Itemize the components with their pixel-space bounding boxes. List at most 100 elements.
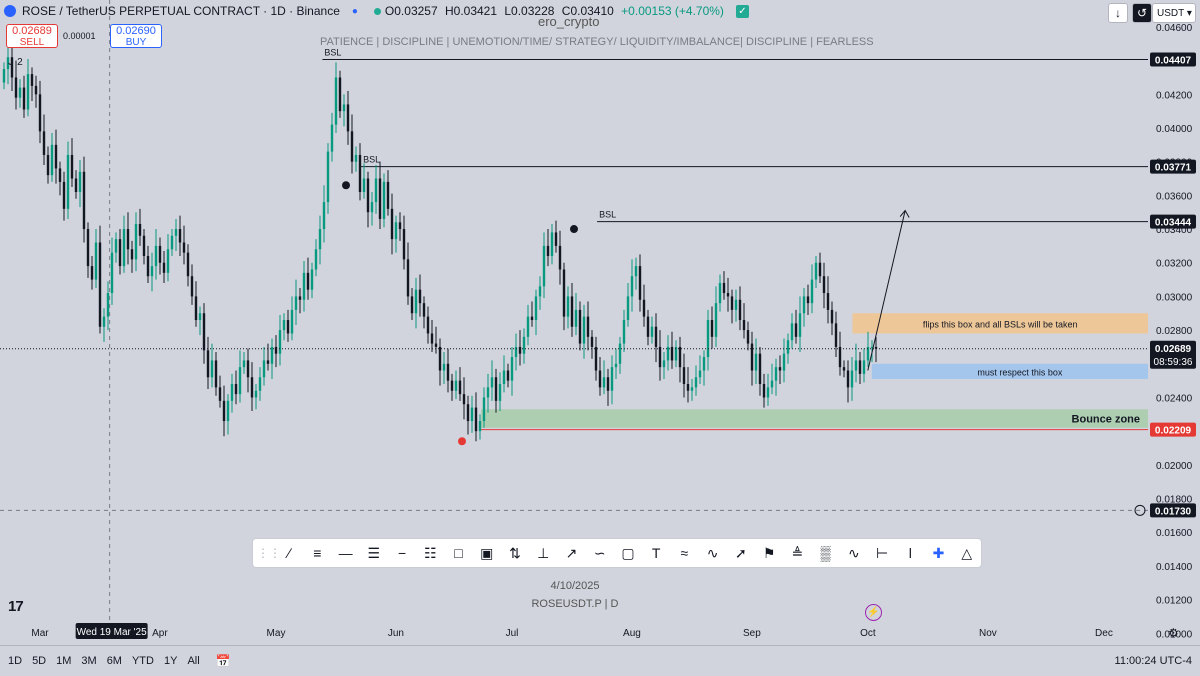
fib-retracement-icon[interactable]: ☰: [367, 545, 381, 561]
buy-button[interactable]: 0.02690 BUY: [110, 24, 162, 48]
candle-body: [814, 262, 818, 280]
candle-body: [542, 245, 546, 287]
candle-body: [458, 380, 462, 395]
currency-select[interactable]: USDT ▾: [1152, 3, 1196, 23]
flag-icon[interactable]: ⚑: [762, 545, 776, 561]
candle-body: [646, 316, 650, 337]
candle-body: [18, 87, 22, 98]
candle-body: [562, 269, 566, 317]
fixed-range-icon[interactable]: ⊥: [537, 545, 550, 561]
candle-body: [638, 266, 642, 300]
price-tag-label: 0.02209: [1155, 426, 1192, 437]
y-tick-label: 0.03600: [1156, 191, 1193, 202]
note-icon[interactable]: ▢: [621, 545, 635, 561]
trend-line-icon[interactable]: ∕: [287, 545, 291, 561]
drag-handle-icon[interactable]: ⋮⋮: [257, 546, 281, 560]
lightning-icon[interactable]: ⚡: [865, 604, 882, 621]
y-tick-label: 0.01600: [1156, 528, 1193, 539]
refresh-icon[interactable]: ↺: [1132, 3, 1152, 23]
candle-body: [78, 171, 82, 192]
candle-body: [786, 340, 790, 354]
x-tick-label: Jun: [388, 628, 404, 639]
candle-body: [26, 74, 30, 110]
price-chart[interactable]: 0.046000.044000.042000.040000.038000.036…: [0, 0, 1200, 645]
candle-body: [526, 316, 530, 337]
candle-body: [818, 262, 822, 277]
candle-body: [358, 154, 362, 192]
candle-body: [58, 168, 62, 182]
candle-body: [678, 346, 682, 368]
candle-body: [210, 360, 214, 378]
candle-body: [330, 124, 334, 152]
candle-body: [510, 357, 514, 381]
candle-body: [138, 224, 142, 236]
arrow-marker-icon[interactable]: ➚: [735, 545, 747, 561]
range-ytd[interactable]: YTD: [131, 655, 154, 667]
horizontal-line-icon[interactable]: −: [397, 545, 407, 561]
sell-button[interactable]: 0.02689 SELL: [6, 24, 58, 48]
callout-icon[interactable]: □: [454, 545, 463, 561]
low-value: L0.03228: [504, 4, 555, 18]
crosshair-icon[interactable]: ✚: [932, 545, 945, 561]
candle-body: [782, 353, 786, 371]
gear-icon[interactable]: ⚙: [1168, 626, 1179, 640]
text-icon[interactable]: T: [651, 545, 661, 561]
y-tick-label: 0.03000: [1156, 292, 1193, 303]
candle-body: [498, 384, 502, 401]
candle-body: [750, 343, 754, 371]
polyline-icon[interactable]: ∿: [847, 545, 860, 561]
current-price-tag: [1150, 340, 1196, 369]
range-1m[interactable]: 1M: [56, 655, 72, 667]
candle-body: [846, 370, 850, 388]
price-range-icon[interactable]: ⊢: [875, 545, 889, 561]
vertical-line-icon[interactable]: ǀ: [908, 545, 913, 561]
forecast-icon[interactable]: ▒: [820, 545, 831, 561]
parallel-channel-icon[interactable]: ≡: [313, 545, 322, 561]
zone-box: [481, 409, 1148, 428]
arrow-tool-icon[interactable]: ↗: [565, 545, 578, 561]
indicator-toggle[interactable]: ⌄ 2: [6, 57, 23, 68]
candle-body: [194, 296, 198, 320]
eye-icon[interactable]: ●: [351, 5, 358, 17]
rectangle-icon[interactable]: ▣: [480, 545, 494, 561]
zone-label: Bounce zone: [1072, 414, 1140, 426]
candle-body: [54, 144, 58, 169]
range-3m[interactable]: 3M: [81, 655, 97, 667]
symbol-title[interactable]: ROSE / TetherUS PERPETUAL CONTRACT · 1D …: [22, 4, 340, 18]
range-1d[interactable]: 1D: [8, 655, 23, 667]
tradingview-logo[interactable]: 17: [8, 598, 24, 615]
candle-body: [350, 131, 354, 162]
candle-body: [38, 94, 42, 132]
gann-box-icon[interactable]: ☷: [424, 545, 437, 561]
ohlc-values: O0.03257 H0.03421 L0.03228 C0.03410 +0.0…: [385, 4, 728, 18]
author-watermark: ero_crypto: [538, 14, 600, 29]
candle-body: [434, 343, 438, 347]
candle-body: [406, 259, 410, 297]
date-range-icon[interactable]: ≜: [791, 545, 804, 561]
candle-body: [286, 320, 290, 334]
horizontal-ray-icon[interactable]: —: [338, 545, 353, 561]
clock-readout[interactable]: 11:00:24 UTC-4: [1114, 655, 1192, 667]
measure-icon[interactable]: △: [961, 545, 973, 561]
long-position-icon[interactable]: ⇅: [509, 545, 521, 561]
candle-body: [346, 104, 350, 132]
candle-body: [266, 360, 270, 364]
path-icon[interactable]: ∽: [593, 545, 606, 561]
checkmark-icon[interactable]: ✓: [735, 4, 749, 18]
calendar-icon[interactable]: 📅: [215, 654, 231, 668]
range-1y[interactable]: 1Y: [163, 655, 178, 667]
range-5d[interactable]: 5D: [32, 655, 47, 667]
range-all[interactable]: All: [187, 655, 200, 667]
candle-body: [774, 367, 778, 381]
range-6m[interactable]: 6M: [106, 655, 122, 667]
candle-body: [174, 229, 178, 236]
candle-body: [630, 276, 634, 297]
candle-body: [114, 239, 118, 253]
candle-body: [274, 346, 278, 354]
arrow-down-icon[interactable]: ↓: [1108, 3, 1128, 23]
candle-body: [566, 296, 570, 317]
candle-body: [118, 239, 122, 267]
pattern-icon[interactable]: ≈: [680, 545, 689, 561]
brush-icon[interactable]: ∿: [706, 545, 719, 561]
candle-body: [46, 154, 50, 176]
